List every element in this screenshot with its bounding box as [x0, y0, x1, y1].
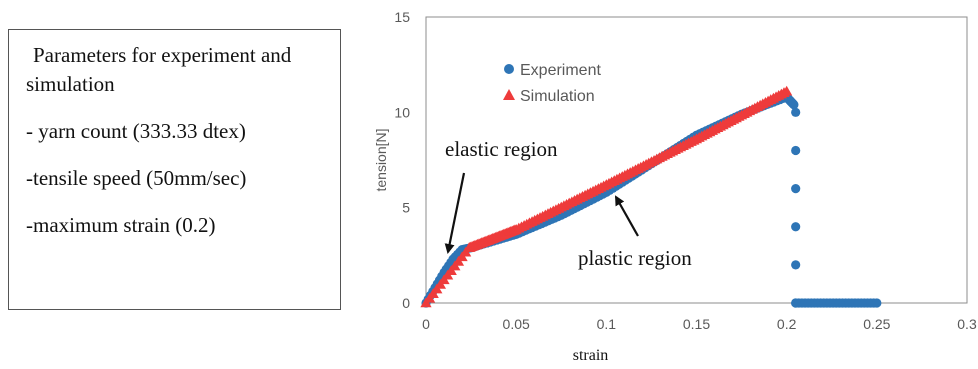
- series-simulation: [420, 85, 793, 308]
- chart-legend: Experiment Simulation: [503, 62, 601, 105]
- y-tick-label: 0: [402, 295, 410, 311]
- y-tick-label: 5: [402, 200, 410, 216]
- plot-area-border: [425, 16, 968, 304]
- x-tick-label: 0.3: [957, 316, 977, 332]
- legend-simulation-marker: [503, 89, 515, 100]
- elastic-region-arrow: [444, 172, 466, 254]
- experiment-point: [791, 260, 801, 270]
- simulation-point: [781, 85, 793, 96]
- parameters-box: Parameters for experiment and simulation…: [8, 29, 341, 310]
- experiment-point: [872, 298, 882, 308]
- legend-simulation-label: Simulation: [520, 88, 595, 105]
- parameter-maximum-strain: -maximum strain (0.2): [26, 213, 216, 237]
- x-tick-label: 0.15: [683, 316, 710, 332]
- annotation-elastic-region: elastic region: [445, 137, 558, 161]
- parameter-yarn-count: - yarn count (333.33 dtex): [26, 119, 246, 143]
- experiment-point: [791, 184, 801, 194]
- legend-experiment-marker: [504, 64, 514, 74]
- experiment-point: [791, 145, 801, 156]
- experiment-point: [789, 100, 799, 110]
- chart-annotations: elastic region plastic region: [444, 137, 692, 270]
- x-tick-label: 0.25: [863, 316, 890, 332]
- x-tick-label: 0: [422, 316, 430, 332]
- experiment-point: [791, 222, 801, 232]
- x-tick-label: 0.2: [777, 316, 797, 332]
- legend-experiment-label: Experiment: [520, 62, 601, 79]
- chart-axes: 0 0.05 0.1 0.15 0.2 0.25 0.3 0 5 10 15 strain tensio…: [373, 9, 977, 364]
- plastic-region-arrow: [615, 195, 639, 237]
- x-tick-label: 0.05: [503, 316, 530, 332]
- series-experiment: [421, 92, 882, 308]
- y-axis-title: tension[N]: [373, 128, 389, 191]
- y-tick-label: 15: [394, 9, 410, 25]
- y-tick-label: 10: [394, 104, 410, 120]
- x-axis-title: strain: [573, 347, 609, 364]
- parameters-title-line1: Parameters for experiment and: [33, 43, 292, 67]
- annotation-plastic-region: plastic region: [578, 246, 692, 270]
- experiment-point: [791, 107, 801, 117]
- parameter-tensile-speed: -tensile speed (50mm/sec): [26, 166, 247, 190]
- parameters-title-line2: simulation: [26, 72, 115, 96]
- x-tick-label: 0.1: [597, 316, 617, 332]
